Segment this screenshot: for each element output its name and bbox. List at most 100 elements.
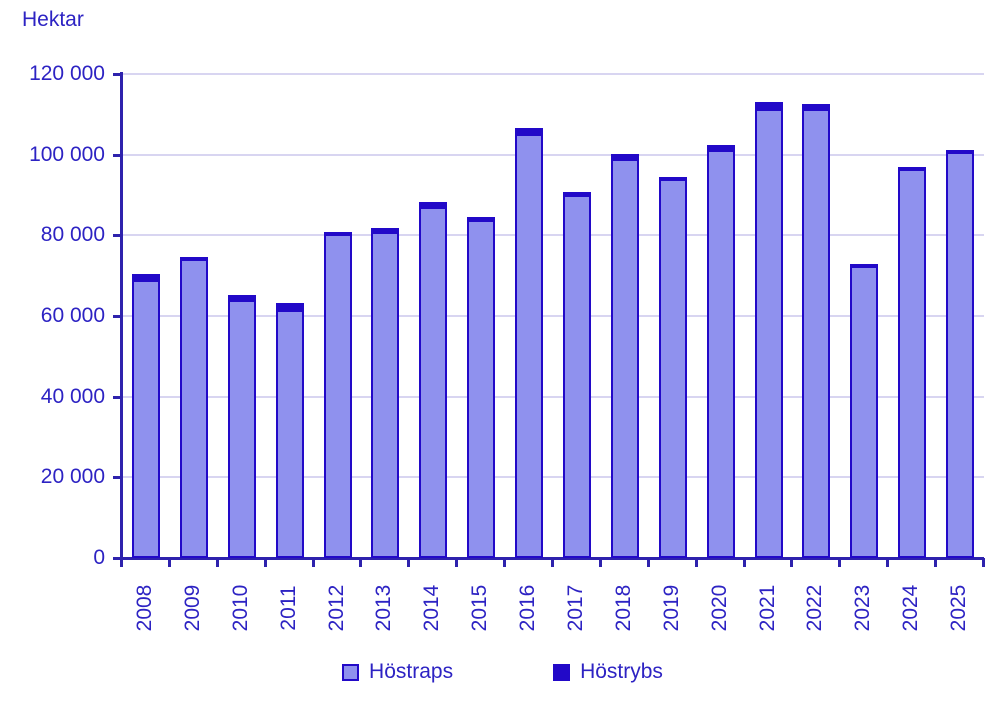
y-tick-mark — [113, 153, 122, 157]
bar-segment-hostrybs-2011 — [277, 305, 302, 313]
chart-legend: Höstraps Höstrybs — [0, 660, 1005, 684]
x-tick-mark — [503, 558, 507, 567]
y-tick-label: 100 000 — [29, 142, 105, 166]
bar-segment-hostrybs-2025 — [948, 151, 973, 154]
bar-2013 — [371, 228, 400, 558]
bar-2009 — [179, 257, 208, 558]
x-tick-mark — [646, 558, 650, 567]
x-tick-label-2009: 2009 — [180, 584, 204, 632]
bar-segment-hostrybs-2019 — [660, 178, 685, 181]
x-tick-label-2012: 2012 — [324, 584, 348, 632]
y-tick-label: 40 000 — [40, 384, 105, 408]
bar-segment-hostrybs-2013 — [373, 230, 398, 235]
x-tick-mark — [120, 558, 123, 567]
bar-2008 — [131, 273, 160, 558]
bar-segment-hostrybs-2018 — [612, 155, 637, 162]
gridline-100000 — [122, 153, 984, 156]
y-tick-mark — [113, 395, 122, 399]
legend-swatch-icon — [553, 663, 571, 681]
bar-segment-hostrybs-2015 — [469, 218, 494, 223]
y-tick-label: 60 000 — [40, 304, 105, 327]
y-tick-mark — [113, 557, 122, 560]
x-tick-label-2022: 2022 — [803, 584, 827, 632]
bar-2012 — [323, 232, 352, 558]
x-tick-label-2017: 2017 — [563, 584, 587, 632]
bar-2019 — [658, 176, 687, 558]
x-tick-mark — [455, 558, 459, 567]
bar-segment-hostrybs-2024 — [900, 168, 925, 171]
gridline-40000 — [122, 395, 984, 398]
x-tick-mark — [982, 558, 985, 567]
x-tick-label-2010: 2010 — [228, 584, 252, 632]
y-tick-label: 0 — [93, 546, 105, 569]
x-tick-mark — [598, 558, 602, 567]
x-tick-label-2023: 2023 — [851, 584, 875, 632]
bar-2016 — [515, 128, 544, 558]
x-tick-mark — [167, 558, 171, 567]
legend-swatch-icon — [342, 663, 360, 681]
bar-segment-hostrybs-2016 — [517, 130, 542, 136]
y-tick-mark — [113, 476, 122, 480]
bar-2017 — [562, 191, 591, 558]
bar-2020 — [706, 144, 735, 558]
gridline-60000 — [122, 315, 984, 317]
gridline-20000 — [122, 476, 984, 479]
x-tick-label-2016: 2016 — [516, 584, 540, 632]
bar-segment-hostrybs-2014 — [421, 203, 446, 210]
bar-segment-hostrybs-2021 — [756, 103, 781, 111]
x-tick-label-2011: 2011 — [276, 585, 300, 631]
bar-segment-hostrybs-2023 — [852, 265, 877, 268]
y-axis-unit-label: Hektar — [22, 8, 84, 31]
x-tick-mark — [934, 558, 938, 567]
bar-2025 — [946, 149, 975, 558]
bar-2014 — [419, 201, 448, 558]
x-tick-label-2019: 2019 — [659, 584, 683, 632]
y-axis-line — [120, 72, 123, 567]
gridline-80000 — [122, 234, 984, 237]
bar-2023 — [850, 263, 879, 558]
x-tick-label-2008: 2008 — [132, 584, 156, 632]
x-tick-label-2018: 2018 — [611, 584, 635, 632]
legend-label: Höstrybs — [580, 660, 663, 683]
bar-segment-hostrybs-2020 — [708, 146, 733, 152]
y-tick-mark — [113, 315, 122, 318]
y-tick-mark — [113, 234, 122, 238]
bar-2011 — [275, 303, 304, 558]
legend-label: Höstraps — [369, 660, 454, 683]
gridline-120000 — [122, 73, 984, 75]
bar-2015 — [467, 216, 496, 558]
x-tick-label-2015: 2015 — [468, 584, 492, 632]
x-tick-label-2025: 2025 — [947, 584, 971, 632]
x-tick-mark — [407, 558, 411, 567]
x-tick-label-2021: 2021 — [755, 584, 779, 632]
bar-2022 — [802, 103, 831, 558]
bar-segment-hostrybs-2012 — [325, 234, 350, 237]
bar-segment-hostrybs-2009 — [181, 259, 206, 262]
x-tick-mark — [263, 558, 267, 567]
y-tick-mark — [113, 73, 122, 76]
x-tick-mark — [215, 558, 219, 567]
y-tick-label: 20 000 — [40, 465, 105, 489]
x-tick-label-2013: 2013 — [372, 584, 396, 632]
x-tick-mark — [742, 558, 746, 567]
x-tick-mark — [359, 558, 363, 567]
x-tick-mark — [694, 558, 698, 567]
x-tick-mark — [886, 558, 890, 567]
x-tick-mark — [790, 558, 794, 567]
bar-segment-hostrybs-2008 — [133, 275, 158, 282]
bar-segment-hostrybs-2010 — [229, 297, 254, 303]
y-tick-label: 80 000 — [40, 223, 105, 247]
bar-2024 — [898, 166, 927, 558]
y-tick-label: 120 000 — [29, 62, 105, 85]
x-tick-label-2014: 2014 — [420, 584, 444, 632]
bar-segment-hostrybs-2022 — [804, 105, 829, 111]
bar-2010 — [227, 295, 256, 558]
legend-item-hstraps: Höstraps — [342, 660, 453, 684]
x-tick-mark — [838, 558, 842, 567]
bar-segment-hostrybs-2017 — [564, 193, 589, 197]
x-tick-mark — [311, 558, 315, 567]
bar-2021 — [754, 101, 783, 558]
legend-item-hstrybs: Höstrybs — [553, 660, 663, 684]
